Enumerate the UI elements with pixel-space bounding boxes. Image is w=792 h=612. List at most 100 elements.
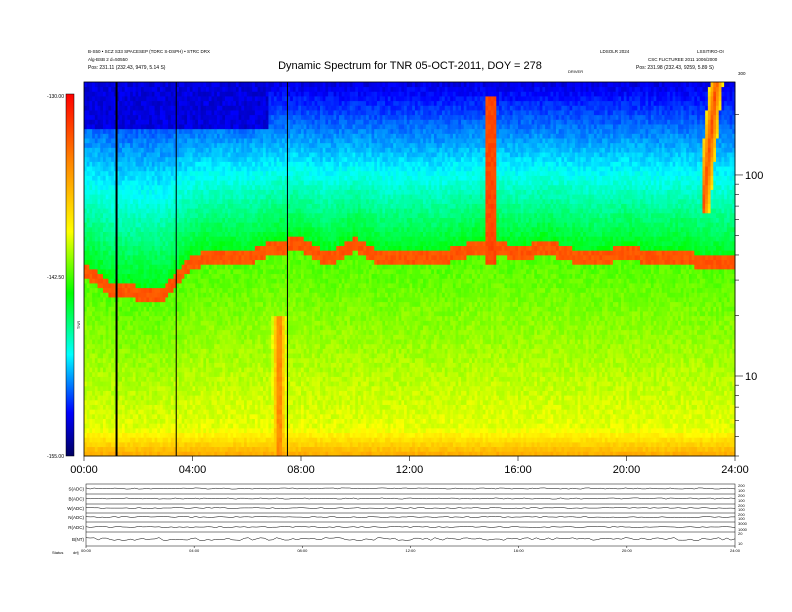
spectrum-cell: [89, 292, 93, 298]
spectrum-cell: [119, 399, 123, 405]
spectrum-cell: [119, 86, 123, 92]
spectrum-cell: [211, 418, 215, 424]
spectrum-cell: [181, 423, 185, 429]
spectrum-cell: [149, 427, 153, 434]
spectrum-cell: [130, 217, 134, 223]
spectrum-cell: [181, 175, 185, 181]
spectrum-cell: [97, 226, 101, 233]
spectrum-cell: [178, 395, 183, 401]
spectrum-cell: [132, 311, 136, 317]
spectrum-cell: [249, 259, 253, 265]
spectrum-cell: [149, 278, 153, 284]
spectrum-cell: [249, 91, 253, 97]
spectrum-cell: [105, 264, 109, 270]
spectrum-cell: [119, 114, 123, 120]
spectrum-cell: [168, 119, 172, 125]
spectrum-cell: [119, 133, 123, 139]
spectrum-cell: [244, 124, 248, 130]
spectrum-cell: [140, 283, 145, 289]
spectrum-cell: [178, 409, 183, 415]
spectrum-cell: [138, 217, 142, 223]
spectrum-cell: [111, 189, 115, 195]
spectrum-cell: [146, 348, 150, 354]
spectrum-cell: [184, 292, 188, 298]
spectrum-cell: [121, 245, 126, 251]
spectrum-cell: [102, 170, 107, 176]
spectrum-cell: [225, 264, 229, 270]
spectrum-cell: [113, 240, 117, 247]
spectrum-cell: [200, 138, 204, 144]
spectrum-cell: [111, 278, 115, 284]
spectrum-cell: [197, 254, 202, 261]
spectrum-cell: [124, 362, 128, 368]
spectrum-cell: [214, 334, 218, 340]
spectrum-cell: [100, 105, 104, 111]
spectrum-cell: [127, 269, 131, 275]
spectrum-cell: [130, 395, 134, 401]
spectrum-cell: [203, 376, 207, 382]
spectrum-cell: [187, 124, 191, 130]
spectrum-cell: [238, 250, 242, 256]
spectrum-cell: [113, 409, 117, 415]
spectrum-cell: [162, 170, 166, 176]
spectrum-cell: [162, 325, 166, 331]
spectrum-cell: [119, 413, 123, 420]
spectrum-cell: [146, 320, 150, 326]
spectrum-cell: [138, 91, 142, 97]
spectrum-cell: [111, 138, 115, 144]
spectrum-cell: [187, 325, 191, 331]
spectrum-cell: [249, 133, 253, 139]
spectrum-cell: [100, 329, 104, 335]
spectrum-cell: [124, 264, 128, 270]
spectrum-cell: [178, 320, 183, 326]
spectrum-cell: [197, 212, 202, 218]
spectrum-cell: [89, 269, 93, 275]
spectrum-cell: [192, 297, 196, 303]
spectrum-cell: [89, 367, 93, 373]
spectrum-cell: [130, 161, 134, 167]
spectrum-cell: [146, 138, 150, 144]
spectrum-cell: [244, 142, 248, 148]
spectrum-cell: [246, 427, 250, 434]
spectrum-cell: [173, 362, 177, 368]
spectrum-cell: [187, 292, 191, 298]
spectrum-cell: [249, 86, 253, 92]
spectrum-cell: [116, 119, 120, 125]
spectrum-cell: [105, 390, 109, 396]
spectrum-cell: [206, 194, 210, 200]
spectrum-cell: [119, 395, 123, 401]
spectrum-cell: [97, 446, 101, 452]
spectrum-cell: [89, 297, 93, 303]
spectrum-cell: [100, 236, 104, 242]
spectrum-cell: [140, 222, 145, 228]
spectrum-cell: [127, 240, 131, 247]
spectrum-cell: [246, 376, 250, 382]
spectrum-cell: [162, 353, 166, 359]
spectrum-cell: [162, 427, 166, 434]
spectrum-cell: [227, 86, 231, 92]
spectrum-cell: [173, 404, 177, 410]
spectrum-cell: [165, 339, 169, 345]
spectrum-cell: [94, 343, 98, 349]
spectrum-cell: [86, 161, 90, 167]
spectrum-cell: [195, 399, 199, 405]
spectrum-cell: [119, 287, 123, 293]
spectrum-cell: [151, 404, 155, 410]
spectrum-cell: [154, 399, 158, 405]
spectrum-cell: [241, 250, 245, 256]
spectrum-cell: [162, 180, 166, 186]
spectrum-cell: [84, 390, 88, 396]
spectrum-cell: [102, 269, 107, 275]
spectrum-cell: [187, 96, 191, 102]
spectrum-cell: [170, 128, 174, 134]
spectrum-cell: [184, 325, 188, 331]
spectrum-cell: [216, 166, 221, 172]
spectrum-cell: [157, 82, 161, 88]
spectrum-cell: [246, 348, 250, 354]
spectrum-cell: [143, 208, 147, 214]
spectrum-cell: [192, 254, 196, 261]
spectrum-cell: [135, 362, 139, 368]
spectrum-cell: [111, 301, 115, 307]
spectrum-cell: [127, 334, 131, 340]
spectrum-cell: [138, 198, 142, 204]
